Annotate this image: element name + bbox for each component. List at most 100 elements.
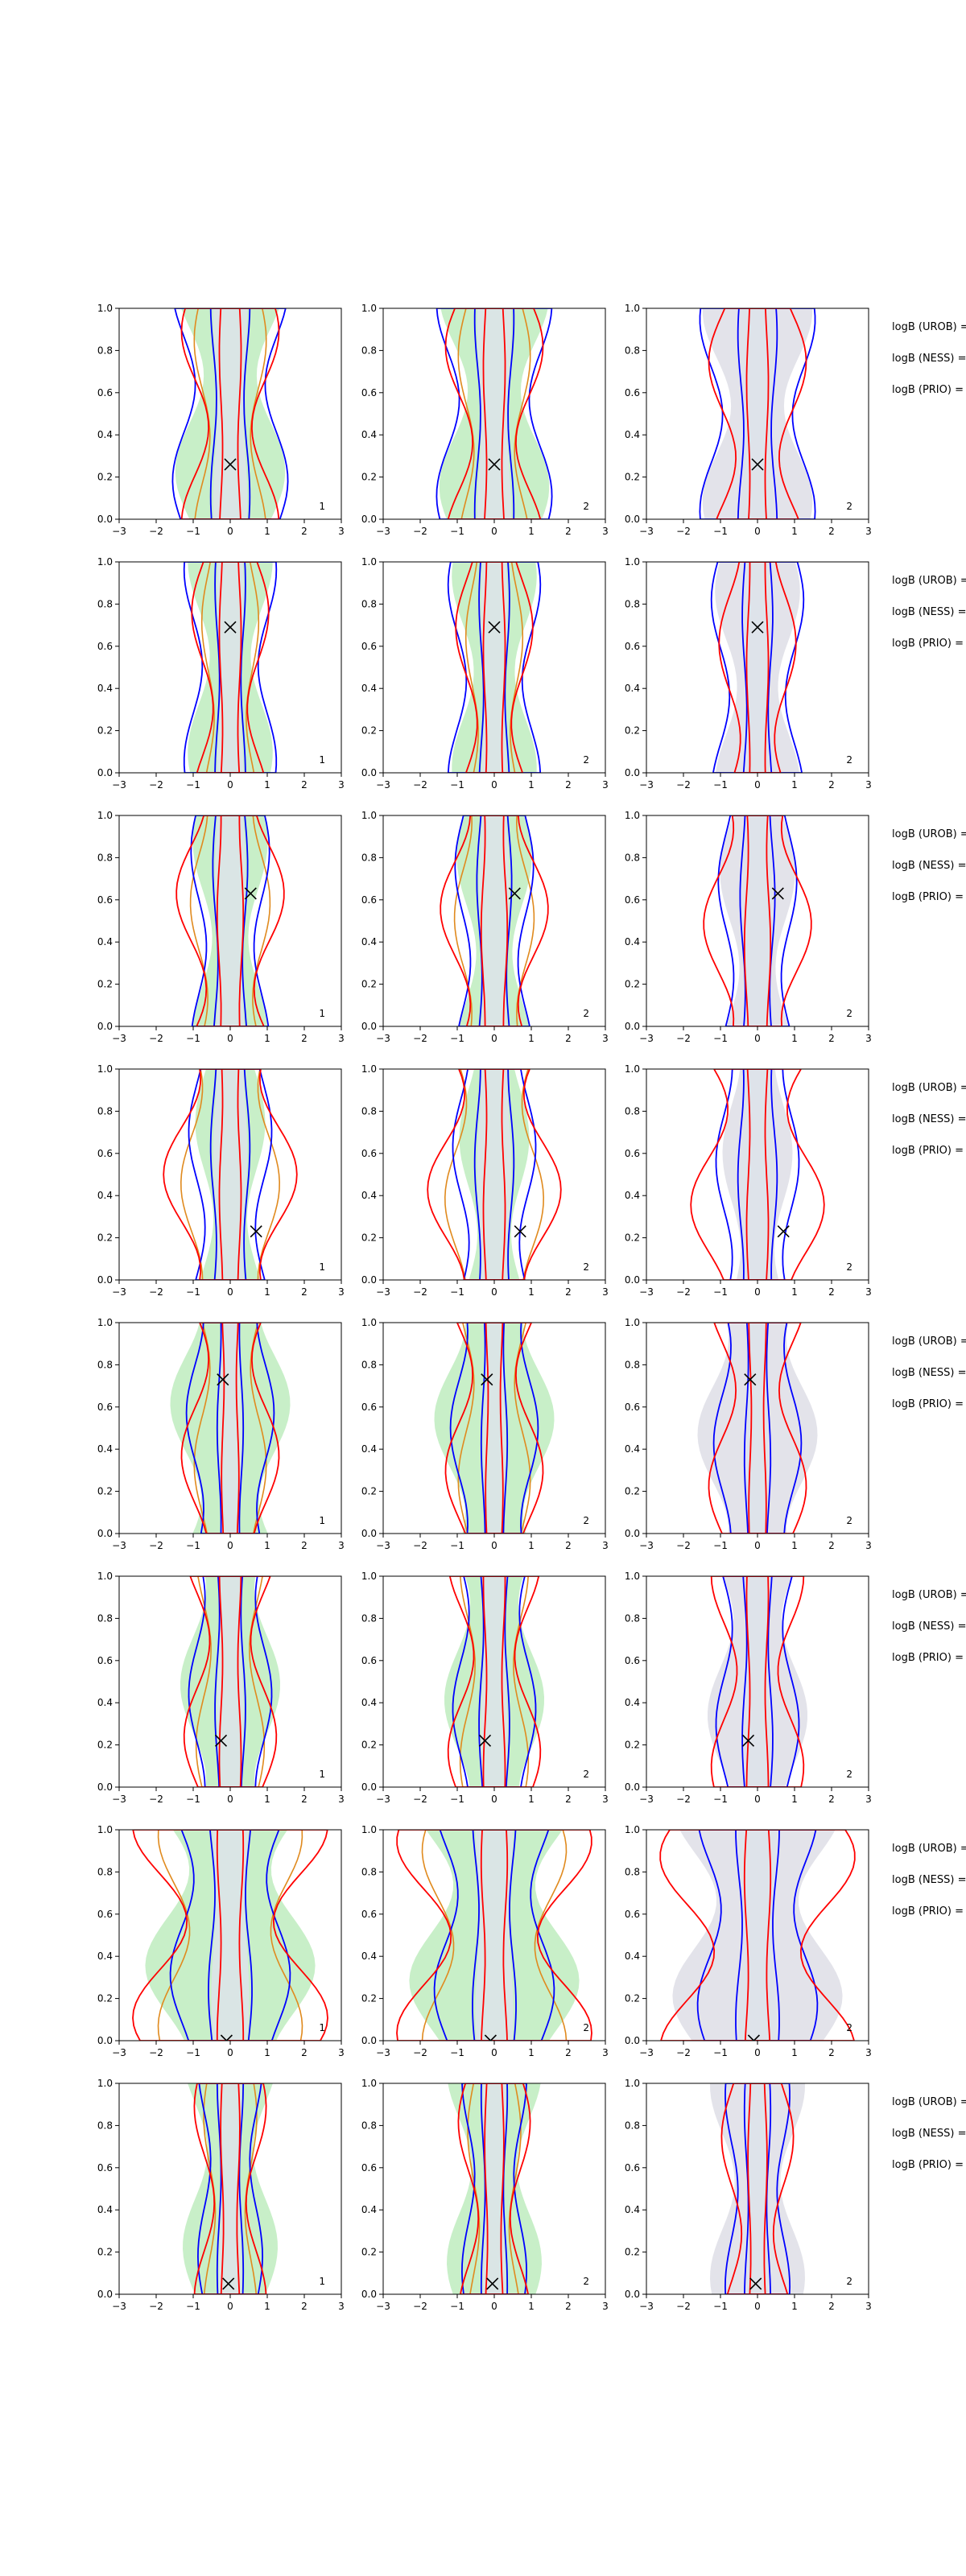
x-tick-label: 3	[602, 1286, 609, 1298]
panel-r5-c3: −3 −2 −1 0 1 2 3 0.0 0.2 0.4 0.6 0.8 1.0 2	[625, 1317, 872, 1551]
x-tick-label: 2	[565, 1286, 572, 1298]
marker-x	[744, 1373, 757, 1386]
y-tick-label: 0.4	[361, 2204, 377, 2215]
y-tick-label: 1.0	[97, 1317, 113, 1328]
side-text-line: logB (PRIO) =	[892, 638, 964, 650]
x-tick-label: 2	[565, 1540, 572, 1551]
marker-x	[481, 1373, 493, 1386]
y-tick-label: 0.2	[361, 979, 377, 990]
inner-fill	[481, 1576, 508, 1787]
red-contour-inner	[220, 2083, 241, 2294]
y-tick-label: 0.2	[361, 1232, 377, 1244]
side-text-line: logB (NESS) =	[892, 606, 966, 618]
y-tick-label: 1.0	[625, 810, 640, 821]
panel-r2-c3: −3 −2 −1 0 1 2 3 0.0 0.2 0.4 0.6 0.8 1.0 2	[625, 556, 872, 791]
x-tick-label: 1	[264, 779, 270, 791]
y-tick-label: 0.4	[361, 1951, 377, 1962]
y-tick-label: 0.8	[361, 598, 377, 609]
red-contour-outer	[710, 1576, 805, 1787]
marker-x	[753, 2034, 760, 2041]
marker-x	[222, 2277, 235, 2290]
y-tick-label: 0.2	[361, 2247, 377, 2258]
inner-fill	[745, 2083, 770, 2294]
red-contour-inner	[745, 1069, 770, 1280]
x-tick-label: −1	[450, 1286, 464, 1298]
blue-contour-outer	[696, 1830, 819, 2041]
y-tick-label: 1.0	[97, 1063, 113, 1075]
x-tick-label: 2	[828, 1286, 835, 1298]
x-tick-label: −2	[149, 1033, 163, 1044]
y-tick-label: 1.0	[625, 303, 640, 314]
panel-r5-c1: −3 −2 −1 0 1 2 3 0.0 0.2 0.4 0.6 0.8 1.0 1	[97, 1317, 345, 1551]
x-tick-label: −2	[676, 2047, 691, 2058]
y-tick-label: 0.6	[361, 2162, 377, 2174]
x-tick-label: −1	[713, 1540, 728, 1551]
side-text-line: logB (UROB) =	[892, 1335, 966, 1348]
x-tick-label: −3	[112, 1033, 126, 1044]
x-tick-label: −1	[186, 2047, 200, 2058]
panel-row-5: −3 −2 −1 0 1 2 3 0.0 0.2 0.4 0.6 0.8 1.0 1 −3 −2 −1 0 1 2 3 0…	[97, 1317, 966, 1551]
y-tick-label: 0.6	[361, 1655, 377, 1666]
y-tick-label: 0.2	[625, 2247, 640, 2258]
y-tick-label: 0.8	[97, 598, 113, 609]
x-tick-label: 3	[865, 1794, 872, 1805]
x-tick-label: 2	[828, 779, 835, 791]
x-tick-label: 3	[338, 1540, 345, 1551]
x-tick-label: −2	[413, 779, 427, 791]
y-tick-label: 0.8	[97, 1359, 113, 1370]
red-contour-outer	[440, 815, 549, 1026]
panel-r6-c3: −3 −2 −1 0 1 2 3 0.0 0.2 0.4 0.6 0.8 1.0 2	[625, 1571, 872, 1805]
blue-contour-outer	[436, 308, 553, 519]
panel-row-8: −3 −2 −1 0 1 2 3 0.0 0.2 0.4 0.6 0.8 1.0 1 −3 −2 −1 0 1 2 3 0…	[97, 2078, 966, 2312]
blue-contour-inner	[737, 308, 778, 519]
blue-contour-inner	[209, 308, 251, 519]
panel-corner-label: 2	[583, 1769, 589, 1780]
y-tick-label: 0.4	[361, 1697, 377, 1708]
y-tick-label: 0.4	[97, 429, 113, 440]
y-tick-label: 0.6	[625, 894, 640, 906]
x-tick-label: 3	[338, 1033, 345, 1044]
y-tick-label: 1.0	[625, 556, 640, 568]
blue-contour-inner	[473, 1069, 515, 1280]
y-tick-label: 0.0	[625, 2035, 640, 2046]
y-tick-label: 0.2	[97, 1486, 113, 1497]
y-tick-label: 0.6	[625, 2162, 640, 2174]
y-tick-label: 0.2	[625, 725, 640, 737]
x-tick-label: 0	[491, 1794, 497, 1805]
red-contour-outer	[444, 308, 544, 519]
y-tick-label: 0.8	[361, 1105, 377, 1117]
y-tick-label: 0.2	[361, 1740, 377, 1751]
y-tick-label: 1.0	[625, 1063, 640, 1075]
blue-contour-inner	[741, 1576, 774, 1787]
red-contour-inner	[482, 1069, 506, 1280]
panel-r2-c1: −3 −2 −1 0 1 2 3 0.0 0.2 0.4 0.6 0.8 1.0 1	[97, 556, 345, 791]
panel-row-7: −3 −2 −1 0 1 2 3 0.0 0.2 0.4 0.6 0.8 1.0 1 −3 −2 −1 0 1 2 3 0…	[97, 1824, 966, 2058]
panel-corner-label: 2	[846, 1008, 852, 1019]
x-tick-label: 1	[264, 1033, 270, 1044]
x-tick-label: 1	[528, 2047, 535, 2058]
y-tick-label: 0.4	[97, 1697, 113, 1708]
x-tick-label: 2	[301, 1286, 308, 1298]
red-contour-inner	[482, 1576, 506, 1787]
y-tick-label: 0.8	[625, 1612, 640, 1624]
blue-contour-inner	[743, 2083, 772, 2294]
y-tick-label: 0.6	[97, 387, 113, 398]
red-contour-inner	[218, 1069, 242, 1280]
panel-corner-label: 1	[319, 754, 325, 766]
y-tick-label: 1.0	[97, 2078, 113, 2089]
panel-r8-c1: −3 −2 −1 0 1 2 3 0.0 0.2 0.4 0.6 0.8 1.0 1	[97, 2078, 345, 2312]
x-tick-label: 1	[264, 1286, 270, 1298]
y-tick-label: 0.2	[625, 1486, 640, 1497]
y-tick-label: 0.8	[361, 1866, 377, 1877]
y-tick-label: 0.0	[361, 767, 377, 778]
x-tick-label: 3	[865, 1286, 872, 1298]
x-tick-label: 2	[301, 2301, 308, 2312]
x-tick-label: 3	[602, 2047, 609, 2058]
marker-x	[751, 621, 764, 634]
marker-x	[250, 1225, 262, 1238]
y-tick-label: 0.0	[625, 1021, 640, 1032]
x-tick-label: −2	[149, 526, 163, 537]
blue-contour-outer	[171, 308, 289, 519]
x-tick-label: −2	[413, 1286, 427, 1298]
inner-fill	[211, 1830, 250, 2041]
